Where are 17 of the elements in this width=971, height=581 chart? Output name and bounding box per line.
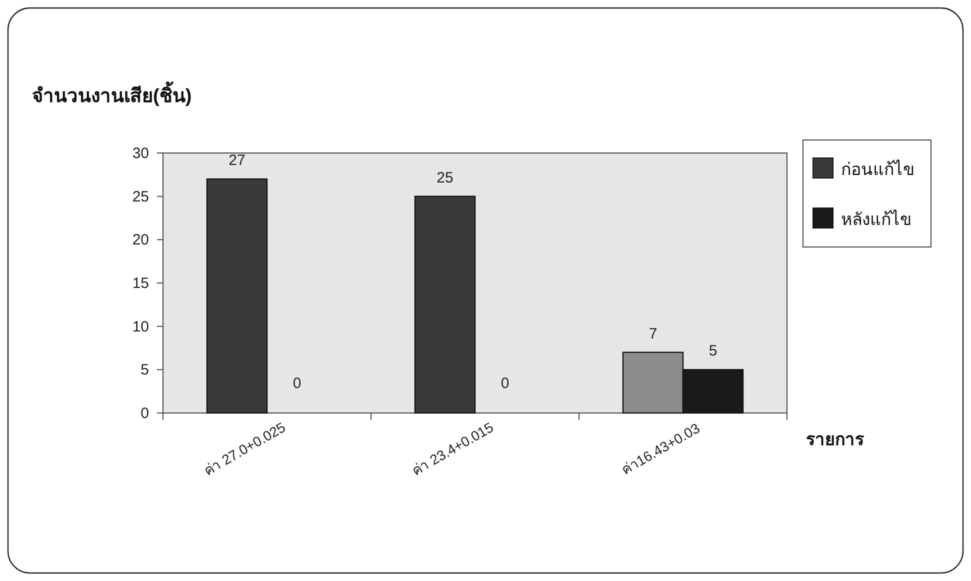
y-tick-label: 10 <box>132 318 149 336</box>
y-tick-label: 20 <box>132 232 149 249</box>
y-tick-label: 0 <box>140 405 149 422</box>
y-tick-label: 30 <box>132 145 149 162</box>
legend-label: หลังแก้ไข <box>841 209 912 229</box>
data-label: 0 <box>500 375 510 392</box>
y-tick-label: 5 <box>140 362 149 379</box>
data-label: 25 <box>436 169 454 186</box>
y-tick-label: 15 <box>132 275 149 292</box>
data-label: 7 <box>648 325 658 342</box>
data-label: 5 <box>708 342 718 360</box>
y-axis-title: จำนวนงานเสีย(ชิ้น) <box>32 81 192 107</box>
legend-label: ก่อนแก้ไข <box>841 159 915 179</box>
y-tick-label: 25 <box>132 188 149 206</box>
x-axis-title: รายการ <box>806 430 865 449</box>
data-label: 27 <box>228 152 246 169</box>
data-label: 0 <box>292 375 302 392</box>
